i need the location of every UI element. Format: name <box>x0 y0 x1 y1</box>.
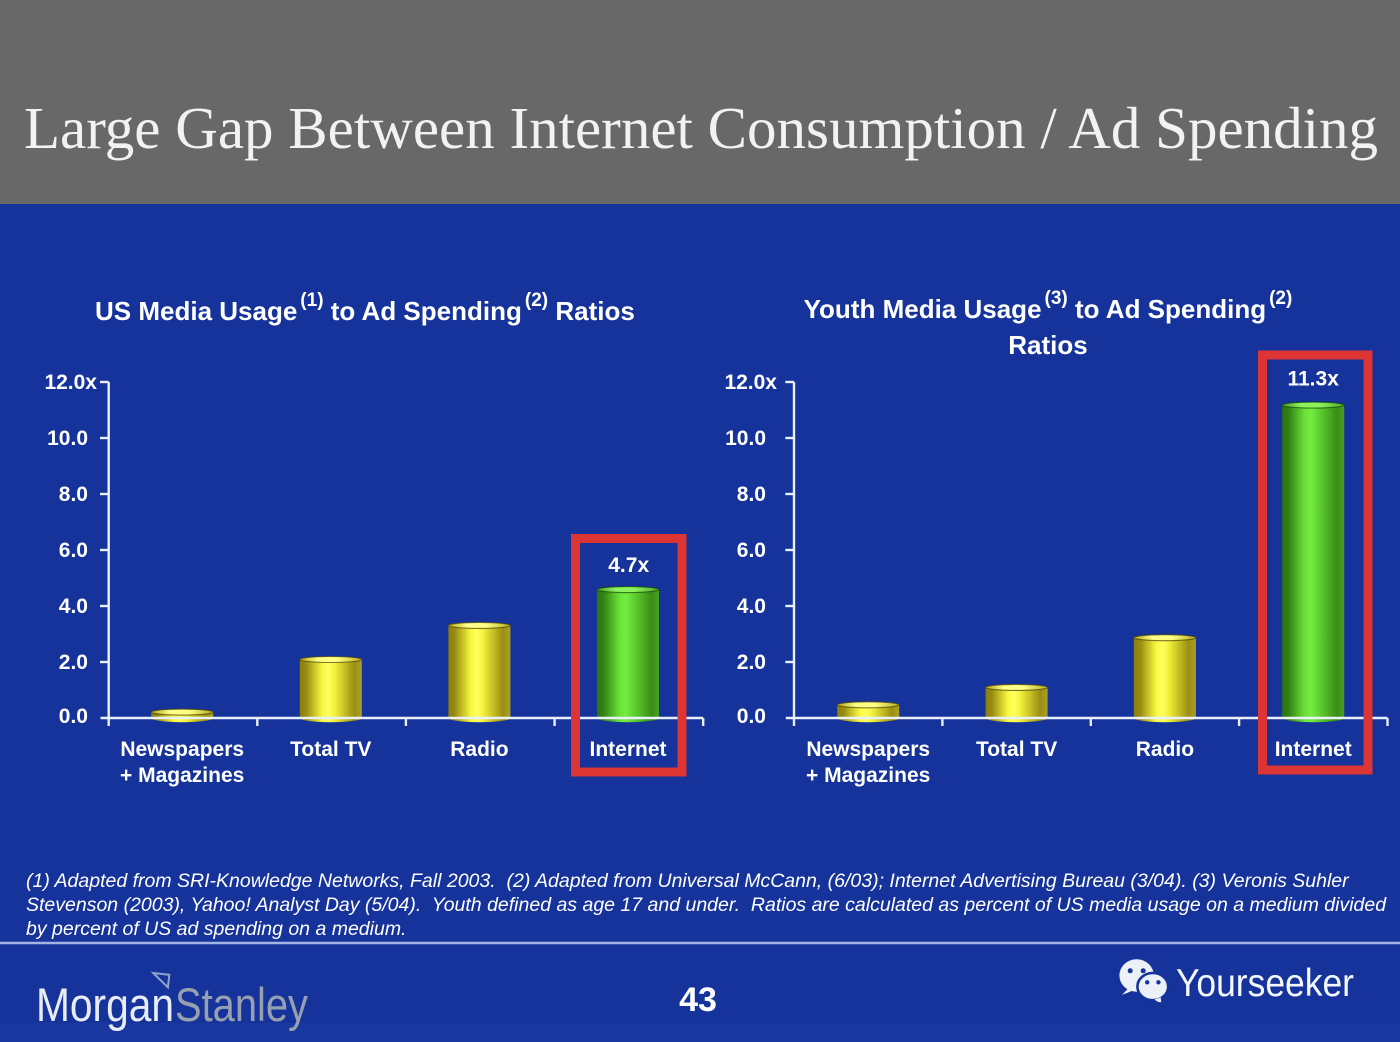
svg-text:0.0: 0.0 <box>737 705 766 728</box>
svg-text:Total TV: Total TV <box>290 738 371 761</box>
svg-text:11.3x: 11.3x <box>1287 368 1339 391</box>
svg-text:+ Magazines: + Magazines <box>806 764 930 787</box>
svg-text:+ Magazines: + Magazines <box>120 764 244 787</box>
svg-text:0.0: 0.0 <box>59 705 88 728</box>
svg-text:4.0: 4.0 <box>737 595 766 618</box>
svg-text:US Media Usage(1) to Ad Spendi: US Media Usage (1) to Ad Spending (2) Rati… <box>95 290 635 326</box>
svg-text:12.0x: 12.0x <box>724 371 777 394</box>
svg-text:Total TV: Total TV <box>976 738 1057 761</box>
svg-text:10.0: 10.0 <box>725 427 766 450</box>
svg-text:Large Gap Between Internet Con: Large Gap Between Internet Consumption /… <box>24 95 1378 161</box>
svg-text:by percent of US ad spending o: by percent of US ad spending on a medium… <box>26 918 406 940</box>
svg-text:Stanley: Stanley <box>175 978 308 1031</box>
svg-text:8.0: 8.0 <box>737 483 766 506</box>
svg-text:12.0x: 12.0x <box>44 371 97 394</box>
svg-text:2.0: 2.0 <box>737 651 766 674</box>
svg-text:4.0: 4.0 <box>59 595 88 618</box>
svg-text:Yourseeker: Yourseeker <box>1176 962 1354 1005</box>
svg-text:2.0: 2.0 <box>59 651 88 674</box>
svg-text:Internet: Internet <box>1275 738 1352 761</box>
svg-text:Radio: Radio <box>1136 738 1194 761</box>
svg-text:4.7x: 4.7x <box>608 554 649 577</box>
svg-text:Ratios: Ratios <box>1008 330 1087 360</box>
svg-text:Newspapers: Newspapers <box>120 738 244 761</box>
svg-text:Morgan: Morgan <box>36 978 174 1031</box>
svg-text:Newspapers: Newspapers <box>806 738 930 761</box>
svg-text:Internet: Internet <box>589 738 666 761</box>
svg-text:8.0: 8.0 <box>59 483 88 506</box>
svg-text:10.0: 10.0 <box>47 427 88 450</box>
svg-text:6.0: 6.0 <box>59 539 88 562</box>
svg-text:(1) Adapted from SRI-Knowledge: (1) Adapted from SRI-Knowledge Networks,… <box>26 870 1350 892</box>
svg-text:Stevenson (2003), Yahoo! Analy: Stevenson (2003), Yahoo! Analyst Day (5/… <box>26 894 1387 916</box>
svg-text:43: 43 <box>679 981 717 1019</box>
svg-text:6.0: 6.0 <box>737 539 766 562</box>
svg-text:Radio: Radio <box>450 738 508 761</box>
